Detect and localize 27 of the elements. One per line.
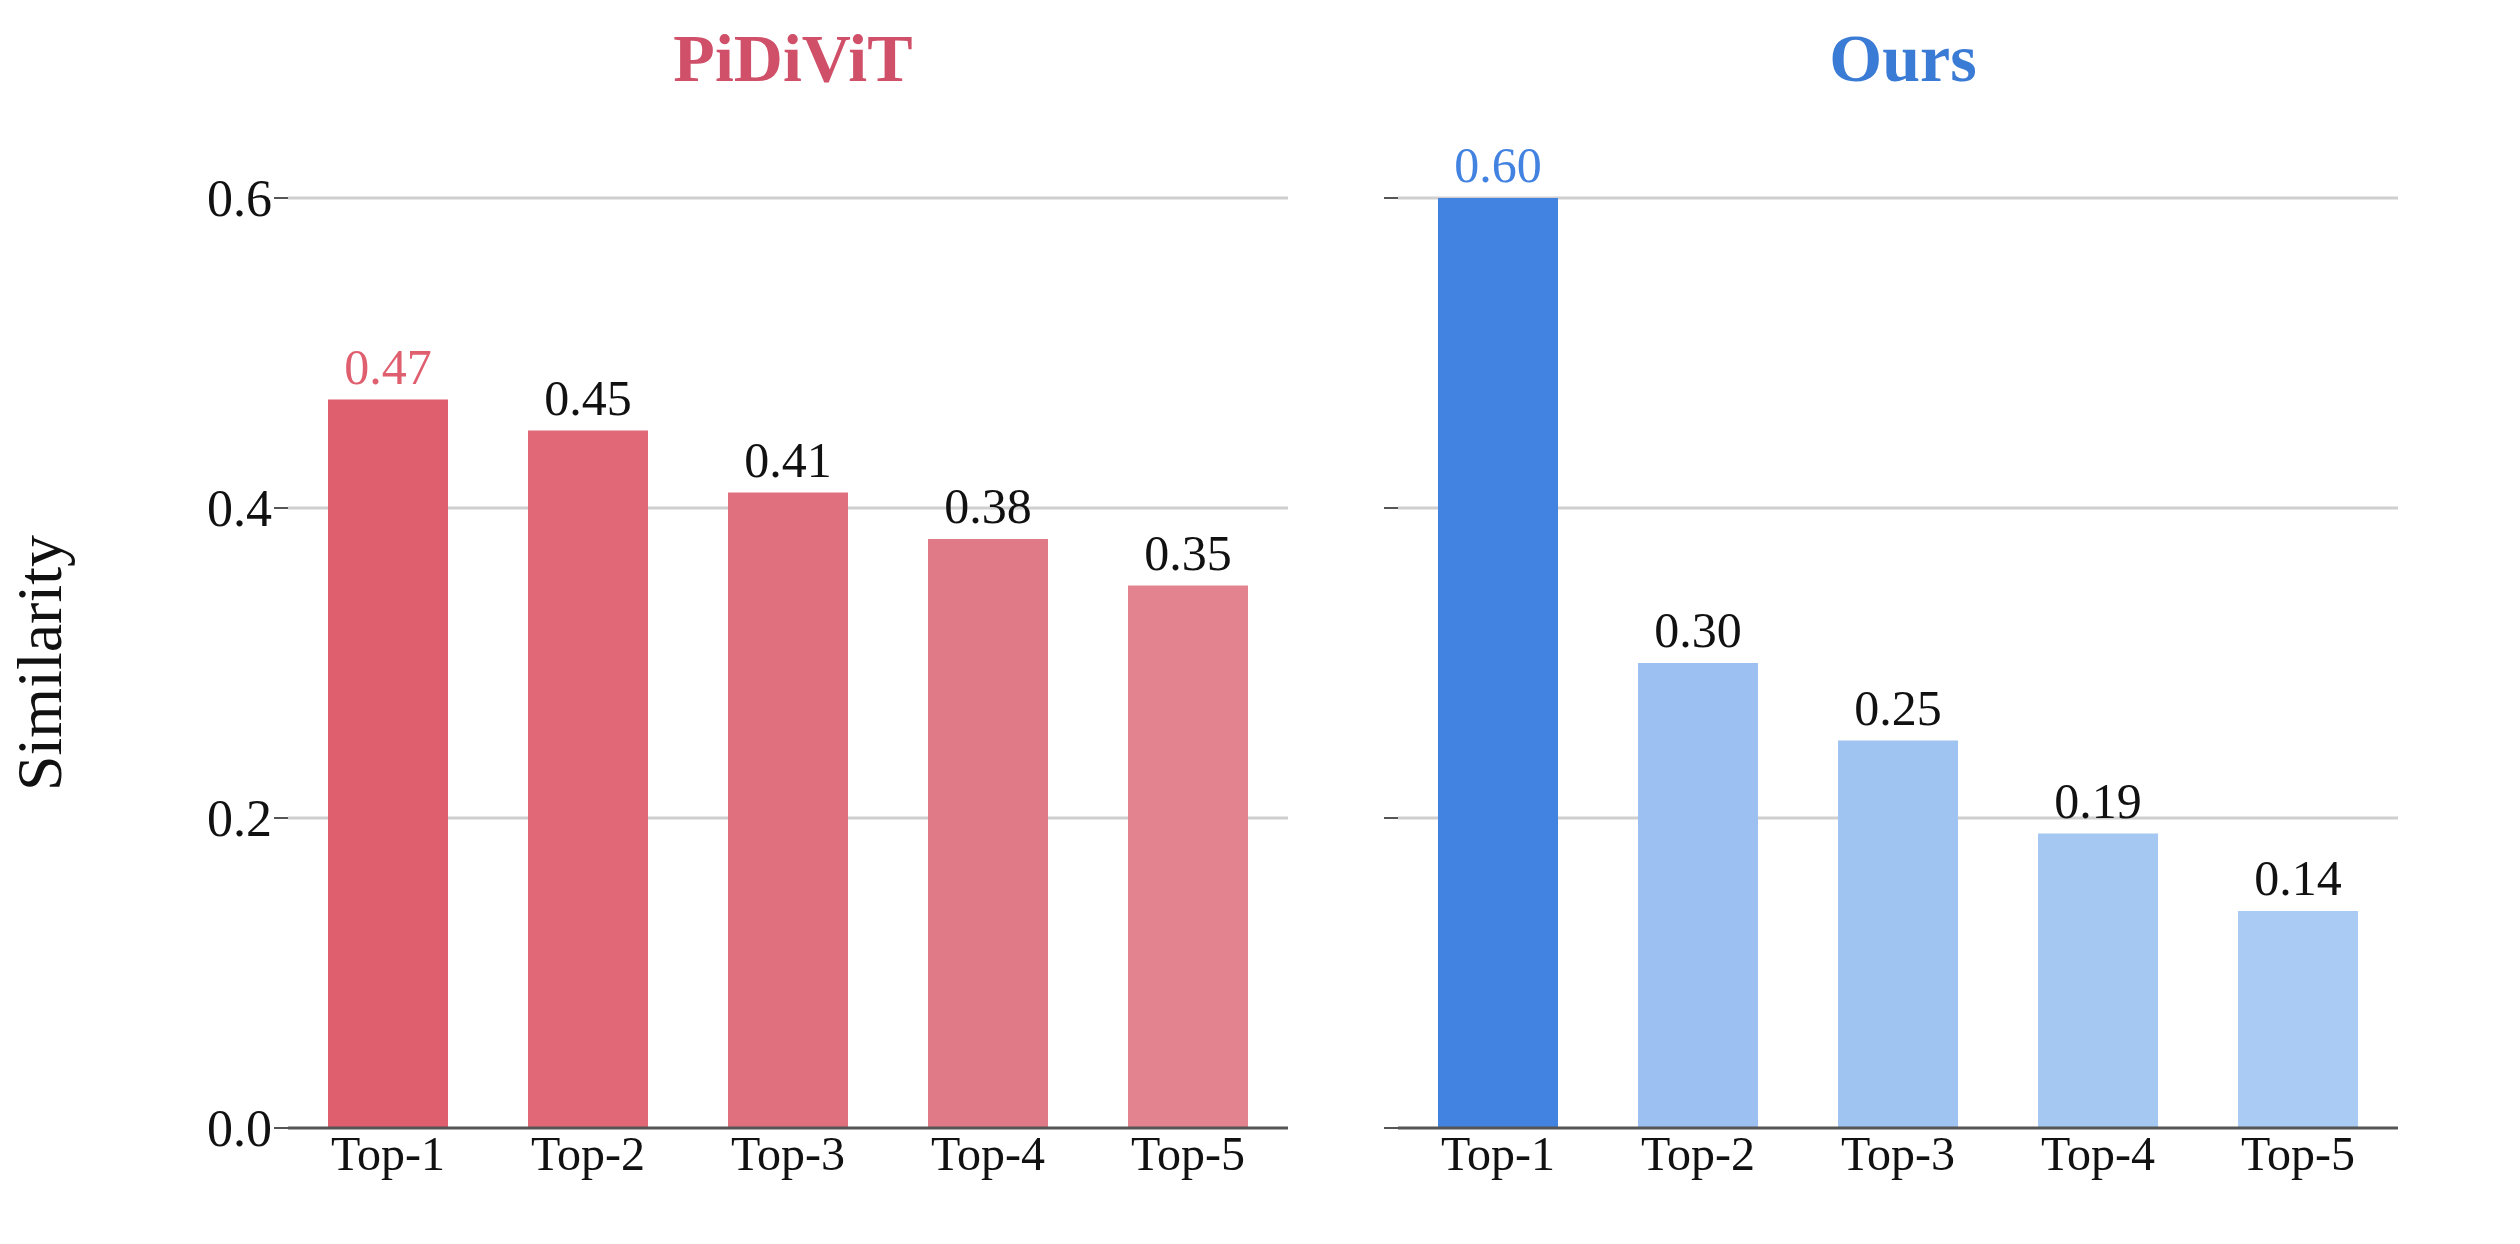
data-label: 0.35 — [1144, 524, 1232, 581]
data-label: 0.25 — [1854, 679, 1942, 736]
chart-title: Ours — [1828, 19, 1978, 98]
data-label: 0.41 — [744, 431, 832, 488]
y-axis-title: Similarity — [3, 535, 75, 791]
data-label: 0.47 — [344, 338, 432, 395]
y-tick-label: 0.2 — [207, 790, 272, 848]
data-label: 0.45 — [544, 369, 632, 426]
data-label: 0.19 — [2054, 772, 2142, 829]
x-tick-label: Top-1 — [1441, 1127, 1555, 1181]
x-tick-label: Top-3 — [731, 1127, 845, 1181]
x-tick-label: Top-4 — [931, 1127, 1045, 1181]
x-tick-label: Top-2 — [531, 1127, 645, 1181]
chart-title: PiDiViT — [672, 19, 914, 98]
data-label: 0.38 — [944, 478, 1032, 534]
y-tick-label: 0.4 — [207, 480, 272, 538]
data-label: 0.14 — [2254, 850, 2342, 906]
y-tick-label: 0.0 — [207, 1100, 272, 1158]
data-label: 0.30 — [1654, 602, 1742, 658]
x-tick-label: Top-2 — [1641, 1127, 1755, 1181]
y-tick-label: 0.6 — [207, 170, 272, 228]
x-tick-label: Top-4 — [2041, 1127, 2155, 1181]
x-tick-label: Top-3 — [1841, 1127, 1955, 1181]
x-tick-label: Top-5 — [1131, 1127, 1245, 1181]
x-tick-label: Top-1 — [331, 1127, 445, 1181]
x-tick-label: Top-5 — [2241, 1127, 2355, 1181]
data-label: 0.60 — [1454, 137, 1542, 193]
